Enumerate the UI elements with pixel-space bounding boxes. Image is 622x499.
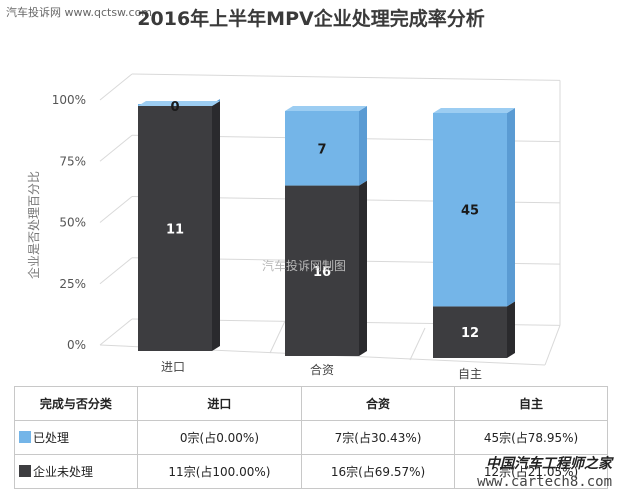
table-cell: 16宗(占69.57%) (301, 454, 456, 489)
grid-line-right-floor (544, 325, 561, 366)
grid-line-side (99, 318, 133, 346)
watermark-bottom-right: 中国汽车工程师之家 www.cartech8.com (477, 455, 612, 491)
table-cell: 12宗(占21.05%) (454, 454, 608, 489)
legend-label: 企业未处理 (33, 465, 94, 479)
bar-top (285, 106, 367, 111)
bar-segment (285, 111, 359, 186)
bar-segment-side (212, 101, 220, 351)
floor-divider (269, 320, 286, 354)
legend-swatch-unprocessed (19, 465, 31, 477)
legend-cell-unprocessed: 企业未处理 (14, 454, 138, 489)
table-header-cell: 合资 (301, 386, 456, 421)
y-axis-label: 企业是否处理百分比 (26, 171, 41, 279)
chart-title: 2016年上半年MPV企业处理完成率分析 (137, 8, 485, 30)
y-tick-label: 25% (59, 277, 86, 291)
grid-line-side (99, 73, 133, 101)
data-label: 0 (170, 100, 179, 115)
x-tick-label: 自主 (458, 367, 482, 381)
table-cell: 7宗(占30.43%) (301, 420, 456, 455)
grid-line (131, 73, 561, 81)
y-tick-label: 100% (52, 93, 86, 107)
grid-line-side (99, 257, 133, 285)
bar-segment (285, 185, 359, 356)
data-table: 完成与否分类 进口 合资 自主 已处理 0宗(占0.00%) 7宗(占30.43… (14, 386, 608, 489)
bar-segment (433, 306, 507, 358)
legend-label: 已处理 (33, 431, 70, 445)
table-header-cell: 自主 (454, 386, 608, 421)
data-label: 12 (461, 326, 479, 341)
bar-segment-side (507, 301, 515, 358)
bar-segment-side (359, 106, 367, 186)
bar-segment-side (359, 180, 367, 356)
data-label: 16 (313, 265, 331, 280)
y-tick-label: 50% (59, 216, 86, 230)
table-header-cell: 完成与否分类 (14, 386, 138, 421)
data-label: 45 (461, 204, 479, 219)
floor-divider (409, 327, 426, 361)
watermark-top-left: 汽车投诉网 www.qctsw.com (6, 6, 153, 19)
bar-segment (138, 106, 212, 351)
watermark-cn: 中国汽车工程师之家 (486, 456, 612, 472)
table-row: 企业未处理 11宗(占100.00%) 16宗(占69.57%) 12宗(占21… (14, 454, 608, 489)
table-header-row: 完成与否分类 进口 合资 自主 (14, 386, 608, 421)
bar-segment-side (507, 108, 515, 307)
watermark-url: www.cartech8.com (477, 474, 612, 490)
table-cell: 0宗(占0.00%) (136, 420, 303, 455)
legend-cell-processed: 已处理 (14, 420, 138, 455)
data-label: 11 (166, 223, 184, 238)
table-cell: 45宗(占78.95%) (454, 420, 608, 455)
grid-line-side (99, 196, 133, 223)
table-cell: 11宗(占100.00%) (136, 454, 303, 489)
table-header-cell: 进口 (136, 386, 303, 421)
data-label: 7 (317, 142, 326, 157)
table-row: 已处理 0宗(占0.00%) 7宗(占30.43%) 45宗(占78.95%) (14, 420, 608, 455)
grid-line-side (99, 134, 133, 162)
stacked-bar-chart: 0% 25% 50% 75% 100% 11 0 进口 16 7 合资 12 45 自主 企业是否处理百分… (26, 73, 561, 381)
x-tick-label: 进口 (161, 360, 185, 374)
watermark-center: 汽车投诉网制图 (262, 259, 347, 273)
bar-top (138, 101, 220, 106)
bar-top (433, 108, 515, 113)
y-tick-label: 75% (59, 154, 86, 168)
bar-segment (433, 113, 507, 307)
legend-swatch-processed (19, 431, 31, 443)
x-tick-label: 合资 (310, 362, 334, 377)
y-tick-label: 0% (67, 338, 86, 352)
